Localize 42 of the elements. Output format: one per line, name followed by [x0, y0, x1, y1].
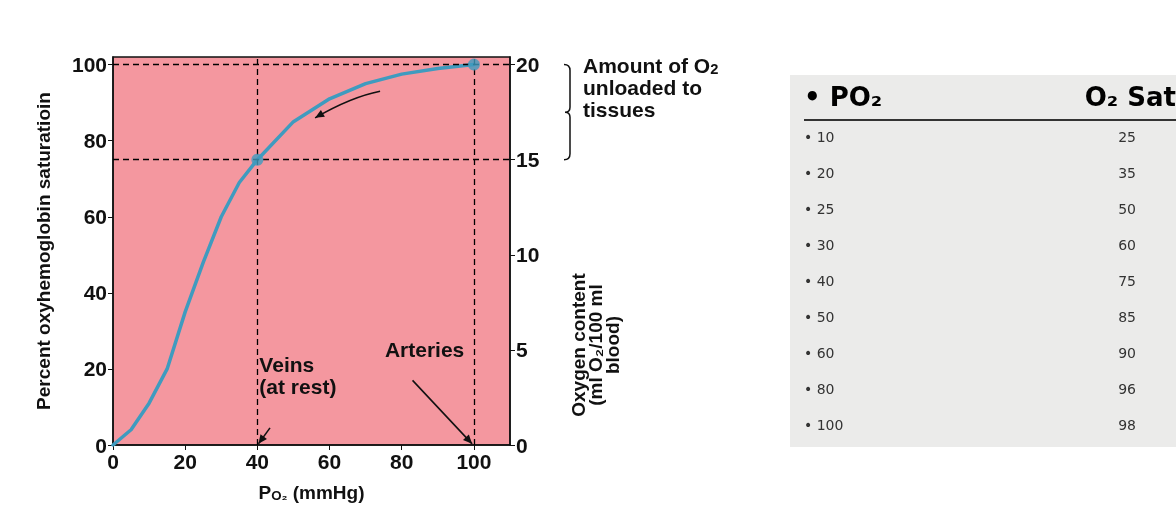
text: • 40 — [804, 272, 835, 291]
y2-tick-label: 15 — [516, 148, 540, 172]
y-tick-label: 60 — [83, 205, 107, 229]
text: • PO₂ — [804, 81, 883, 114]
text: • 50 — [804, 308, 835, 327]
x-tick-label: 20 — [173, 450, 197, 473]
y2-tick-label: 0 — [516, 433, 528, 457]
y-tick-label: 0 — [95, 433, 107, 457]
y-tick-label: 20 — [83, 357, 107, 381]
y-tick-label: 80 — [83, 129, 107, 153]
text: 85 — [1118, 308, 1136, 327]
text: 60 — [1118, 236, 1136, 255]
x-tick-label: 100 — [456, 450, 492, 473]
y2-tick-label: 5 — [516, 338, 528, 362]
text: • 60 — [804, 344, 835, 363]
annotation: Arteries — [384, 337, 465, 361]
text: Amount of O2 unloaded to tissues — [583, 54, 719, 122]
text: 25 — [1118, 128, 1136, 147]
x-axis-title: PO₂ (mmHg) — [258, 482, 365, 503]
y-axis-title: Percent oxyhemoglobin saturatioin — [33, 92, 54, 410]
text: 96 — [1118, 380, 1136, 399]
text: 75 — [1118, 272, 1136, 291]
y2-tick-label: 20 — [516, 53, 540, 77]
y-tick-label: 100 — [71, 53, 107, 77]
text: 90 — [1118, 344, 1136, 363]
annotation: Veins (at rest) — [259, 353, 337, 399]
text: • 30 — [804, 236, 835, 255]
text: O₂ Sat — [1084, 81, 1176, 114]
text: 35 — [1118, 164, 1136, 183]
y2-tick-label: 10 — [516, 243, 540, 267]
text: 50 — [1118, 200, 1136, 219]
text: • 25 — [804, 200, 835, 219]
text: • 100 — [804, 416, 844, 435]
text: • 80 — [804, 380, 835, 399]
x-tick-label: 60 — [317, 450, 342, 473]
text: • 20 — [804, 164, 835, 183]
y2-axis-title: Oxygen content (ml O₂/100 ml blood) — [567, 272, 623, 417]
text: • 10 — [804, 128, 835, 147]
x-tick-label: 80 — [390, 450, 414, 473]
y-tick-label: 40 — [83, 281, 107, 305]
text: 98 — [1118, 416, 1136, 435]
x-tick-label: 40 — [245, 450, 270, 473]
